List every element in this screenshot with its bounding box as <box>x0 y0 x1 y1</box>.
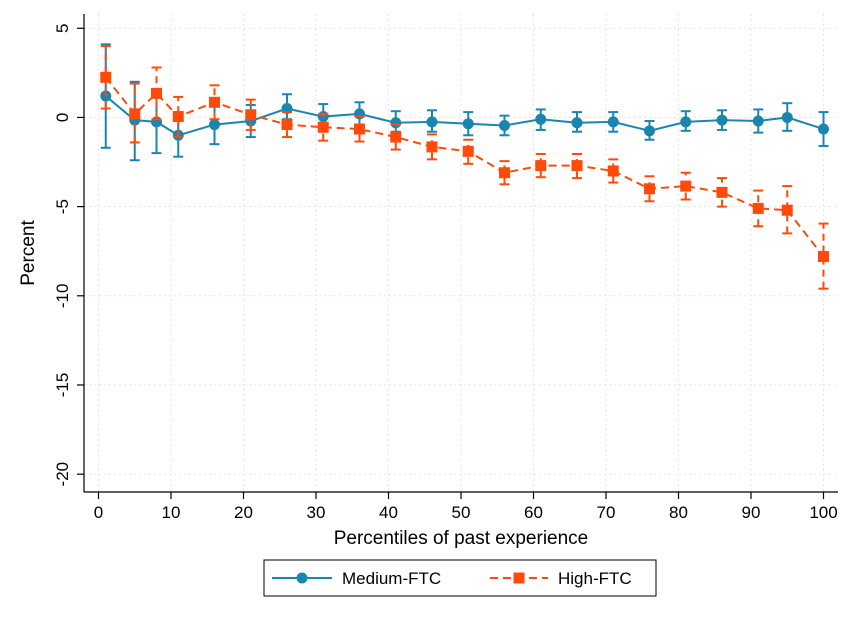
data-point <box>716 114 728 126</box>
y-tick-label: -5 <box>53 199 72 214</box>
data-point <box>462 145 474 157</box>
data-point <box>151 87 162 99</box>
data-point <box>354 123 365 135</box>
data-point <box>535 160 547 172</box>
gridlines <box>84 14 838 492</box>
data-point <box>644 125 655 137</box>
data-point <box>209 119 220 131</box>
data-point <box>752 115 764 127</box>
data-point <box>172 111 184 123</box>
x-tick-label: 10 <box>162 503 181 522</box>
data-point <box>462 118 474 130</box>
legend-items: Medium-FTC High-FTC <box>272 569 632 588</box>
data-point <box>354 108 365 120</box>
data-point <box>644 183 655 195</box>
data-point <box>129 108 141 120</box>
data-point <box>818 123 829 135</box>
data-point <box>571 117 583 129</box>
data-point <box>499 119 510 131</box>
x-tick-label: 40 <box>379 503 398 522</box>
data-point <box>680 180 692 192</box>
legend: Medium-FTC High-FTC <box>263 559 657 597</box>
data-point <box>781 111 793 123</box>
x-tick-label: 0 <box>94 503 103 522</box>
data-point <box>607 116 619 128</box>
legend-label: Medium-FTC <box>342 569 441 588</box>
x-tick-label: 80 <box>669 503 688 522</box>
x-tick-label: 70 <box>597 503 616 522</box>
data-point <box>390 131 402 143</box>
legend-item-medium-ftc: Medium-FTC <box>272 569 441 588</box>
x-axis-title: Percentiles of past experience <box>334 528 589 549</box>
y-tick-label: -20 <box>53 462 72 487</box>
x-tick-label: 30 <box>307 503 326 522</box>
series-line <box>104 76 825 258</box>
data-point <box>607 165 619 177</box>
data-point <box>781 204 793 216</box>
legend-label: High-FTC <box>558 569 632 588</box>
data-point <box>209 96 220 108</box>
data-point <box>535 113 547 125</box>
data-point <box>499 167 510 179</box>
y-tick-label: -15 <box>53 373 72 398</box>
y-tick-label: -10 <box>53 284 72 309</box>
data-point <box>716 186 728 198</box>
data-point <box>426 116 438 128</box>
data-point <box>281 119 293 131</box>
x-tick-label: 90 <box>742 503 761 522</box>
data-point <box>680 116 692 128</box>
series-line <box>105 95 824 137</box>
x-tick-label: 50 <box>452 503 471 522</box>
data-point <box>426 141 438 153</box>
data-point <box>390 117 402 129</box>
y-tick-label: 5 <box>53 24 72 33</box>
data-point <box>752 202 764 214</box>
data-point <box>245 109 257 121</box>
series-layer <box>100 43 829 290</box>
series-high-ftc <box>100 45 829 290</box>
y-axis-title: Percent <box>18 220 39 286</box>
legend-marker <box>513 572 525 584</box>
x-tick-label: 20 <box>234 503 253 522</box>
data-point <box>571 160 583 172</box>
data-point <box>100 71 112 83</box>
legend-marker <box>296 572 308 584</box>
data-point <box>317 121 329 133</box>
data-point <box>818 251 829 263</box>
legend-item-high-ftc: High-FTC <box>490 569 632 588</box>
y-tick-label: 0 <box>53 113 72 122</box>
x-tick-label: 60 <box>524 503 543 522</box>
x-tick-label: 100 <box>809 503 837 522</box>
